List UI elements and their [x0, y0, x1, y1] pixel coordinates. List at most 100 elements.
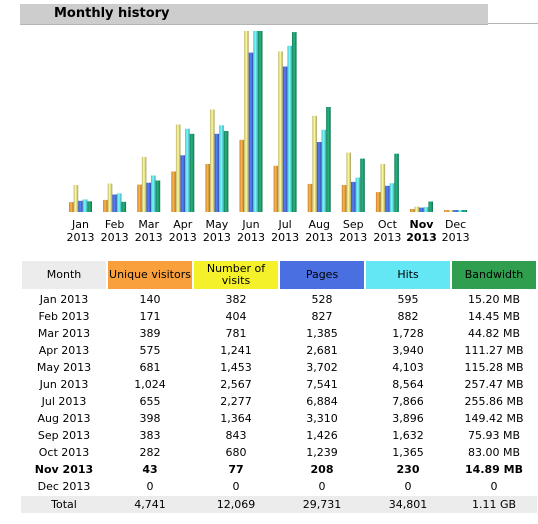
cell-hits: 0: [404, 480, 412, 493]
cell-bw: 14.45 MB: [467, 310, 521, 323]
bar-pages-aug: [316, 142, 322, 212]
cell-pages: 1,426: [306, 429, 338, 442]
x-tick-month-label: May: [206, 218, 229, 231]
cell-month: Jun 2013: [39, 378, 89, 391]
x-tick-month-label: Aug: [308, 218, 329, 231]
table-row: Jun 2013 1,024 2,567 7,541 8,564 257.47 MB: [21, 376, 537, 393]
cell-pages: 1,239: [306, 446, 338, 459]
bar-bandwidth-jun: [257, 31, 263, 212]
cell-uv: 1,024: [134, 378, 166, 391]
x-tick-year-label: 2013: [203, 231, 231, 244]
bar-unique-visitors-jul: [273, 165, 279, 212]
x-tick-month-label: Feb: [105, 218, 124, 231]
cell-bw: 14.89 MB: [465, 463, 523, 476]
cell-hits: 1,365: [392, 446, 424, 459]
cell-uv: 43: [142, 463, 158, 476]
bar-pages-feb: [112, 194, 117, 212]
bar-unique-visitors-feb: [103, 199, 108, 212]
cell-pages: 29,731: [279, 495, 365, 513]
cell-nv: 382: [225, 293, 247, 306]
cell-nv: 0: [232, 480, 240, 493]
bar-hits-nov: [423, 207, 429, 212]
bar-unique-visitors-aug: [307, 183, 313, 212]
bar-pages-jan: [78, 200, 83, 212]
cell-hits: 882: [397, 310, 419, 323]
cell-uv: 398: [139, 412, 161, 425]
x-tick-year-label: 2013: [67, 231, 95, 244]
cell-month: Feb 2013: [38, 310, 90, 323]
bar-bandwidth-mar: [155, 180, 161, 212]
bar-unique-visitors-dec: [444, 210, 449, 212]
bar-visits-mar: [141, 156, 147, 212]
cell-pages: 6,884: [306, 395, 338, 408]
cell-month: Apr 2013: [38, 344, 90, 357]
bar-hits-jul: [287, 45, 292, 212]
cell-nv: 1,453: [220, 361, 252, 374]
bar-hits-may: [219, 125, 224, 212]
table-row: Oct 2013 282 680 1,239 1,365 83.00 MB: [21, 444, 537, 461]
cell-pages: 827: [311, 310, 333, 323]
bar-visits-may: [210, 109, 215, 212]
cell-uv: 575: [139, 344, 161, 357]
bar-unique-visitors-sep: [341, 185, 347, 212]
monthly-history-table: Month Unique visitors Number of visits P…: [20, 259, 538, 513]
bar-unique-visitors-jan: [69, 202, 74, 212]
cell-month: Nov 2013: [34, 463, 94, 476]
cell-hits: 4,103: [392, 361, 424, 374]
cell-hits: 595: [397, 293, 419, 306]
cell-bw: 75.93 MB: [467, 429, 521, 442]
bar-unique-visitors-jun: [239, 139, 245, 212]
bar-visits-jun: [244, 31, 249, 212]
cell-uv: 140: [139, 293, 161, 306]
bar-hits-jun: [253, 31, 258, 212]
cell-hits: 7,866: [392, 395, 424, 408]
x-tick-month-label: Apr: [173, 218, 193, 231]
cell-bw: 0: [490, 480, 498, 493]
cell-hits: 3,940: [392, 344, 424, 357]
cell-bw: 1.11 GB: [451, 495, 537, 513]
bar-visits-dec: [448, 210, 454, 212]
bar-pages-mar: [146, 182, 151, 212]
cell-month: Mar 2013: [37, 327, 91, 340]
section-title: Monthly history: [54, 6, 170, 21]
cell-bw: 83.00 MB: [467, 446, 521, 459]
cell-nv: 843: [225, 429, 247, 442]
cell-hits: 8,564: [392, 378, 424, 391]
cell-month: Total: [21, 495, 107, 513]
cell-nv: 2,277: [220, 395, 252, 408]
bar-pages-nov: [419, 207, 424, 212]
bar-hits-mar: [151, 175, 156, 212]
bar-hits-dec: [457, 210, 463, 212]
cell-month: Oct 2013: [38, 446, 90, 459]
cell-nv: 12,069: [193, 495, 279, 513]
cell-nv: 680: [225, 446, 247, 459]
cell-uv: 655: [139, 395, 161, 408]
table-row: Aug 2013 398 1,364 3,310 3,896 149.42 MB: [21, 410, 537, 427]
cell-pages: 208: [310, 463, 334, 476]
cell-pages: 3,310: [306, 412, 338, 425]
bar-bandwidth-sep: [360, 158, 365, 212]
cell-month: Sep 2013: [37, 429, 91, 442]
cell-bw: 15.20 MB: [467, 293, 521, 306]
cell-bw: 257.47 MB: [464, 378, 524, 391]
cell-uv: 383: [139, 429, 161, 442]
bar-bandwidth-may: [223, 131, 229, 212]
cell-nv: 77: [228, 463, 244, 476]
bar-visits-aug: [312, 115, 317, 212]
table-row: Mar 2013 389 781 1,385 1,728 44.82 MB: [21, 325, 537, 342]
x-tick-month-label: Jun: [241, 218, 259, 231]
bar-pages-may: [214, 133, 220, 212]
cell-nv: 781: [225, 327, 247, 340]
table-row: Apr 2013 575 1,241 2,681 3,940 111.27 MB: [21, 342, 537, 359]
bar-pages-dec: [453, 210, 458, 212]
cell-uv: 681: [139, 361, 161, 374]
cell-month: May 2013: [36, 361, 92, 374]
table-row: Jan 2013 140 382 528 595 15.20 MB: [21, 290, 537, 308]
bar-visits-jan: [73, 185, 79, 212]
bar-bandwidth-jul: [292, 32, 297, 212]
bar-hits-apr: [185, 128, 190, 212]
x-tick-month-label: Mar: [138, 218, 159, 231]
table-row: May 2013 681 1,453 3,702 4,103 115.28 MB: [21, 359, 537, 376]
cell-month: Aug 2013: [37, 412, 91, 425]
bar-pages-jul: [282, 66, 288, 212]
